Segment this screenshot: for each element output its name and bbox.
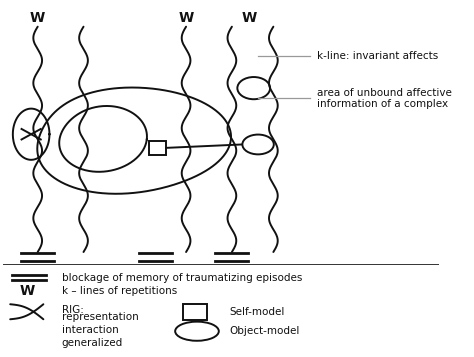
Text: W: W [178, 11, 194, 25]
Text: W: W [242, 11, 257, 25]
Bar [149, 141, 166, 155]
Text: representation
interaction
generalized: representation interaction generalized [62, 312, 138, 348]
Text: Object-model: Object-model [230, 326, 300, 336]
Text: blockage of memory of traumatizing episodes: blockage of memory of traumatizing episo… [62, 273, 302, 283]
Text: Self-model: Self-model [230, 307, 285, 317]
Text: W: W [30, 11, 46, 25]
Text: area of unbound affective
information of a complex: area of unbound affective information of… [317, 87, 452, 109]
Text: W: W [19, 284, 35, 298]
Text: RIG:: RIG: [62, 305, 83, 315]
Text: k – lines of repetitions: k – lines of repetitions [62, 286, 177, 296]
Text: k-line: invariant affects: k-line: invariant affects [317, 51, 438, 61]
Bar [183, 303, 207, 320]
